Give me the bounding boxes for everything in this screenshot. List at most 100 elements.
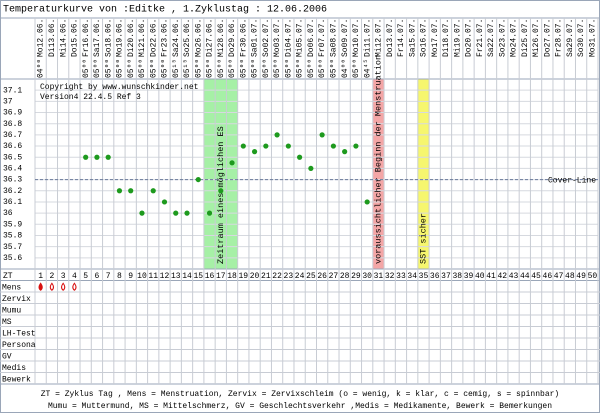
time-label: 05⁰⁰ — [329, 59, 338, 78]
zt-label: 12 — [160, 272, 170, 281]
zt-row-label: ZT — [3, 272, 13, 281]
zt-label: 37 — [441, 272, 451, 281]
row-label: Mens — [2, 283, 21, 292]
date-label: Mi19.07. — [453, 19, 462, 57]
date-label: Sa24.06. — [172, 19, 181, 57]
time-label: 05⁰⁰ — [251, 59, 260, 78]
date-label: Sa08.07. — [329, 19, 338, 57]
date-label: Fr07.07. — [318, 19, 327, 57]
date-label: Di27.06. — [206, 19, 215, 57]
temperature-point — [116, 188, 123, 194]
time-label: 05⁰⁰ — [116, 59, 125, 78]
y-tick-label: 35.9 — [3, 220, 22, 229]
zt-label: 47 — [554, 272, 564, 281]
date-label: Fr28.07. — [555, 19, 564, 57]
row-label: GV — [2, 352, 12, 361]
date-label: Sa22.07. — [487, 19, 496, 57]
zt-label: 33 — [396, 272, 406, 281]
zone-label: voraussichtlicher Beginn der Menstruatio… — [374, 55, 384, 264]
zt-label: 3 — [61, 272, 66, 281]
time-label: 05⁰⁰ — [93, 59, 102, 78]
zt-label: 21 — [261, 272, 271, 281]
y-tick-label: 36.1 — [3, 198, 22, 207]
zt-label: 43 — [509, 272, 519, 281]
date-label: Sa01.07. — [251, 19, 260, 57]
y-tick-label: 36.2 — [3, 187, 22, 196]
temperature-point — [251, 149, 258, 155]
time-label: 05⁰⁰ — [161, 59, 170, 78]
temperature-point — [297, 154, 303, 160]
zt-label: 40 — [475, 272, 485, 281]
zt-label: 16 — [205, 272, 215, 281]
row-label: LH-Test — [2, 329, 36, 338]
temperature-point — [308, 165, 314, 172]
temperature-point — [240, 143, 246, 149]
time-label: 04⁰⁰ — [341, 59, 350, 78]
zt-label: 4 — [72, 272, 77, 281]
time-label: 05⁰⁰ — [239, 59, 248, 78]
footer-text: Mumu = Muttermund, MS = Mittelschmerz, G… — [48, 402, 552, 411]
time-label: 05¹⁵ — [172, 59, 181, 78]
time-label: 05⁰⁰ — [296, 59, 305, 78]
temperature-point — [206, 210, 213, 216]
date-label: Mi26.07. — [532, 19, 541, 57]
time-label: 05⁰⁰ — [352, 59, 361, 78]
date-label: Do27.07. — [543, 19, 552, 57]
date-label: Mi14.06. — [59, 19, 68, 57]
y-tick-label: 36.8 — [3, 120, 22, 129]
date-label: Di13.06. — [48, 19, 57, 57]
row-label: MS — [2, 318, 12, 327]
date-label: Do13.07. — [386, 19, 395, 57]
date-label: Mo24.07. — [510, 19, 519, 57]
date-label: Mi05.07. — [296, 19, 305, 57]
date-label: So16.07. — [420, 19, 429, 57]
temperature-point — [342, 149, 348, 155]
temperature-point — [139, 210, 145, 216]
temperature-point — [128, 188, 134, 194]
zt-label: 17 — [216, 272, 226, 281]
date-label: Fr16.06. — [82, 19, 91, 57]
footer-text: ZT = Zyklus Tag , Mens = Menstruation, Z… — [41, 390, 559, 399]
temperature-point — [319, 132, 325, 138]
zt-label: 14 — [182, 272, 192, 281]
zt-label: 9 — [128, 272, 133, 281]
y-tick-label: 35.6 — [3, 254, 22, 263]
date-label: Mi12.07. — [375, 19, 384, 57]
zt-label: 41 — [486, 272, 496, 281]
zt-label: 30 — [362, 272, 372, 281]
y-tick-label: 35.8 — [3, 232, 22, 241]
zt-label: 19 — [239, 272, 249, 281]
temperature-point — [353, 143, 359, 149]
time-label: 05⁰⁰ — [307, 59, 316, 78]
zt-label: 8 — [117, 272, 122, 281]
zt-label: 13 — [171, 272, 181, 281]
temperature-point — [184, 210, 190, 216]
temperature-point — [229, 160, 235, 166]
zt-label: 29 — [351, 272, 361, 281]
row-label: Persona — [2, 341, 36, 350]
date-label: Di11.07. — [363, 19, 372, 57]
date-label: So30.07. — [577, 19, 586, 57]
zone — [372, 79, 385, 269]
zt-label: 24 — [295, 272, 305, 281]
time-label: 05⁰⁰ — [262, 59, 271, 78]
date-label: Fr23.06. — [161, 19, 170, 57]
mens-drop — [72, 282, 77, 291]
y-tick-label: 36.9 — [3, 109, 22, 118]
date-label: Di25.07. — [521, 19, 530, 57]
cover-line-label: Cover-Line — [548, 177, 596, 186]
zt-label: 27 — [329, 272, 339, 281]
y-tick-label: 37 — [3, 97, 13, 106]
temperature-point — [330, 143, 336, 149]
zt-label: 1 — [38, 272, 43, 281]
time-label: 05⁰⁰ — [228, 59, 237, 78]
date-label: Mo26.06. — [194, 19, 203, 57]
row-label: Zervix — [2, 295, 31, 304]
temperature-point — [285, 143, 291, 149]
time-label: 05⁰⁰ — [149, 59, 158, 78]
zone — [417, 79, 430, 269]
temperature-point — [161, 199, 168, 205]
time-label: 05⁰⁰ — [284, 59, 293, 78]
